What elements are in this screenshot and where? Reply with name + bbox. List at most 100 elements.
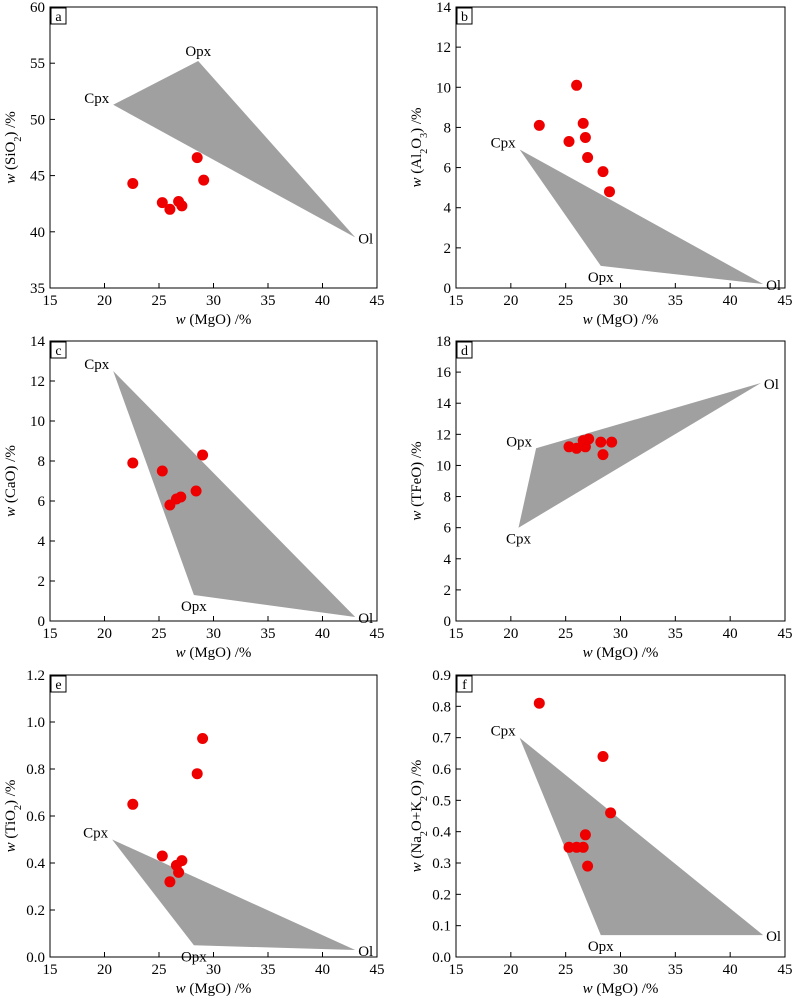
x-tick-label: 35 — [261, 626, 276, 642]
y-tick-label: 0.7 — [432, 731, 451, 747]
y-axis-label-part: 3 — [419, 133, 430, 138]
data-point — [175, 491, 187, 503]
x-tick-label: 15 — [449, 962, 464, 978]
chart-panel-c: Cpx Opx Ol 15 20 25 30 35 40 45 0 2 4 6 8 10 12 14 c w (MgO… — [3, 334, 385, 661]
data-point — [176, 200, 188, 212]
y-tick-label: 2 — [444, 241, 452, 257]
data-point — [176, 855, 188, 867]
x-tick-label: 30 — [206, 293, 221, 309]
y-axis-label-part: 2 — [419, 796, 430, 801]
y-tick-label: 0.8 — [432, 699, 451, 715]
data-point — [563, 136, 575, 147]
y-tick-label: 40 — [30, 225, 45, 241]
x-axis-label-text: (MgO) /% — [593, 981, 659, 997]
panel-label: f — [462, 678, 467, 693]
x-tick-label: 20 — [97, 293, 112, 309]
x-tick-label: 40 — [723, 626, 738, 642]
y-tick-label: 0.3 — [432, 856, 451, 872]
y-axis-label-part: (TiO — [3, 810, 19, 843]
data-point — [156, 465, 168, 477]
y-tick-label: 16 — [436, 365, 452, 381]
x-tick-label: 40 — [315, 626, 330, 642]
vertex-label-cpx: Cpx — [84, 357, 110, 373]
panel-label-box — [50, 675, 67, 693]
data-point — [577, 117, 589, 129]
x-axis-label: w (MgO) /% — [583, 981, 659, 997]
x-tick-label: 15 — [43, 293, 58, 309]
y-tick-label: 18 — [436, 334, 451, 350]
data-point — [173, 866, 185, 878]
y-tick-label: 2 — [38, 574, 46, 590]
vertex-label-ol: Ol — [766, 278, 781, 294]
data-point — [164, 876, 176, 888]
y-axis-label: w (Na2O+K2O) /% — [409, 760, 430, 873]
y-tick-label: 6 — [38, 494, 46, 510]
data-point — [563, 841, 575, 853]
y-axis-label-part: 2 — [419, 149, 430, 154]
y-axis-label-part: O — [409, 138, 425, 149]
y-tick-label: 4 — [38, 534, 46, 550]
data-point — [197, 449, 209, 461]
y-tick-label: 4 — [444, 201, 452, 217]
x-axis-label-text: (MgO) /% — [593, 312, 659, 328]
x-axis-label: w (MgO) /% — [583, 645, 659, 661]
y-tick-label: 10 — [30, 414, 45, 430]
y-tick-label: 0 — [444, 614, 452, 630]
x-tick-label: 15 — [43, 626, 58, 642]
panel-label-box — [456, 675, 473, 693]
data-point — [198, 174, 210, 186]
y-axis-label-part: (CaO) /% — [3, 445, 19, 507]
mineral-field — [518, 383, 761, 528]
x-axis-label-var: w — [583, 645, 593, 661]
x-tick-label: 35 — [668, 962, 683, 978]
vertex-label-cpx: Cpx — [491, 136, 517, 152]
panel-label: b — [461, 10, 468, 25]
vertex-label-ol: Ol — [766, 929, 781, 945]
y-axis-label: w (CaO) /% — [3, 445, 19, 517]
x-tick-label: 35 — [668, 626, 683, 642]
data-point — [604, 186, 615, 198]
data-point — [190, 485, 202, 497]
y-tick-label: 8 — [38, 454, 46, 470]
x-axis-label: w (MgO) /% — [176, 645, 252, 661]
y-tick-label: 0.0 — [432, 950, 451, 966]
data-point — [533, 119, 545, 131]
mineral-field — [519, 737, 764, 936]
mineral-field — [113, 61, 356, 238]
y-tick-label: 0 — [444, 281, 452, 297]
y-axis-label-part: ) /% — [3, 780, 19, 805]
x-tick-label: 20 — [97, 962, 112, 978]
vertex-label-ol: Ol — [358, 231, 373, 247]
x-axis-label-var: w — [176, 645, 186, 661]
plot-frame — [455, 340, 786, 622]
y-axis-label-part: O) /% — [409, 760, 425, 796]
y-axis-label-part: (SiO — [3, 141, 19, 173]
y-tick-label: 0.2 — [432, 887, 451, 903]
x-tick-label: 20 — [97, 626, 112, 642]
data-point — [597, 449, 609, 461]
x-axis-label: w (MgO) /% — [583, 312, 659, 328]
y-tick-label: 8 — [444, 490, 452, 506]
y-tick-label: 6 — [444, 521, 452, 537]
x-axis-label-var: w — [176, 981, 186, 997]
y-tick-label: 0.6 — [432, 762, 451, 778]
data-point — [577, 841, 589, 853]
data-point — [191, 768, 203, 780]
y-axis-label-part: w — [409, 862, 425, 872]
data-point — [164, 203, 176, 215]
y-tick-label: 1.0 — [26, 715, 45, 731]
panel-label: a — [55, 10, 62, 25]
y-tick-label: 10 — [436, 458, 451, 474]
data-point — [127, 798, 139, 810]
data-point — [197, 733, 209, 744]
vertex-label-ol: Ol — [764, 377, 779, 393]
x-axis-label: w (MgO) /% — [176, 312, 252, 328]
data-point — [605, 807, 617, 819]
y-axis-label-part: w — [409, 511, 425, 521]
panel-label: e — [55, 678, 61, 693]
data-point — [127, 178, 139, 189]
y-tick-label: 0.4 — [26, 856, 45, 872]
vertex-label-ol: Ol — [358, 611, 373, 627]
y-tick-label: 12 — [436, 427, 451, 443]
y-tick-label: 0.5 — [432, 793, 451, 809]
